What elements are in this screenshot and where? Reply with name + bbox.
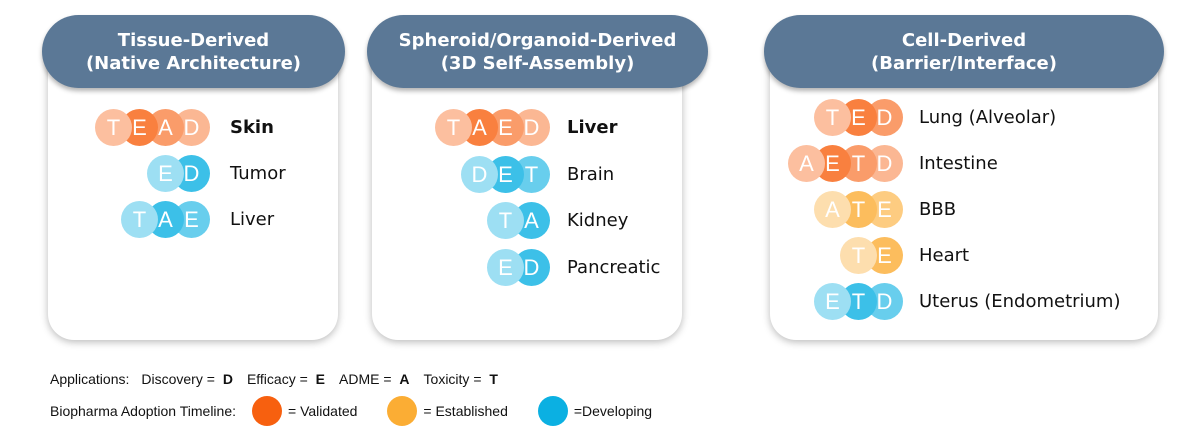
list-item: T A E D Liver	[372, 109, 682, 147]
developing-dot-icon	[537, 396, 568, 426]
app-discovery: Discovery = D	[141, 371, 233, 387]
application-circle: T	[435, 109, 472, 146]
application-circle: D	[461, 155, 498, 193]
application-circle: T	[840, 237, 877, 274]
list-item: T A E Liver	[48, 201, 338, 239]
applications-label: Applications:	[50, 371, 130, 387]
app-efficacy: Efficacy = E	[247, 371, 325, 387]
panel-cell: T E D Lung (Alveolar) A E T D Intestine A T E BBB T E H…	[770, 42, 1158, 340]
application-circle: T	[95, 109, 132, 146]
model-label: Lung (Alveolar)	[919, 107, 1057, 128]
app-name: ADME =	[339, 371, 396, 387]
model-label: Heart	[919, 245, 970, 266]
established-dot-icon	[387, 396, 418, 426]
model-label: BBB	[919, 199, 957, 220]
panel-title-line2: (3D Self-Assembly)	[440, 52, 635, 74]
app-code: T	[489, 371, 498, 387]
app-name: Discovery =	[141, 371, 219, 387]
panel-title-line2: (Native Architecture)	[85, 52, 302, 74]
app-toxicity: Toxicity = T	[424, 371, 498, 387]
timeline-established: = Established	[423, 403, 508, 419]
model-label: Tumor	[230, 163, 286, 184]
model-label: Liver	[230, 209, 275, 230]
application-circle: A	[788, 145, 825, 182]
list-item: D E T Brain	[372, 155, 682, 194]
application-circle: T	[814, 99, 851, 136]
panel-title-line1: Cell-Derived	[901, 29, 1027, 51]
legend-timeline: Biopharma Adoption Timeline: = Validated…	[50, 396, 656, 426]
app-code: D	[222, 371, 233, 387]
model-label: Skin	[230, 117, 274, 138]
application-circle: E	[487, 248, 524, 286]
list-item: T E Heart	[770, 237, 1158, 275]
app-code: E	[315, 371, 325, 387]
list-item: T E A D Skin	[48, 109, 338, 147]
model-label: Liver	[567, 117, 618, 138]
app-name: Toxicity =	[423, 371, 486, 387]
panel-title-line2: (Barrier/Interface)	[871, 52, 1057, 74]
list-item: T E D Lung (Alveolar)	[770, 99, 1158, 137]
panel-tissue-header: Tissue-Derived (Native Architecture)	[42, 15, 345, 88]
list-item: E D Tumor	[48, 155, 338, 193]
application-circle: E	[814, 283, 851, 320]
application-circle: D	[513, 248, 550, 286]
application-circle: E	[147, 155, 184, 192]
app-name: Efficacy =	[246, 371, 312, 387]
model-label: Intestine	[919, 153, 998, 174]
model-label: Uterus (Endometrium)	[919, 291, 1121, 312]
list-item: T A Kidney	[372, 202, 682, 240]
list-item: E D Pancreatic	[372, 248, 682, 287]
application-circle: T	[121, 201, 158, 238]
list-item: A T E BBB	[770, 191, 1158, 229]
app-code: A	[399, 371, 410, 387]
timeline-label: Biopharma Adoption Timeline:	[50, 403, 236, 419]
model-label: Kidney	[567, 210, 629, 231]
panel-title-line1: Spheroid/Organoid-Derived	[398, 29, 677, 51]
list-item: E T D Uterus (Endometrium)	[770, 283, 1158, 321]
validated-dot-icon	[252, 396, 282, 426]
application-circle: A	[814, 191, 851, 228]
timeline-developing: =Developing	[573, 403, 653, 419]
panel-spheroid: T A E D Liver D E T Brain T A Kidney E D Pancreatic	[372, 42, 682, 340]
application-circle: T	[487, 202, 524, 239]
panel-cell-header: Cell-Derived (Barrier/Interface)	[764, 15, 1164, 88]
legend-applications: Applications: Discovery = D Efficacy = E…	[50, 368, 502, 390]
panel-title-line1: Tissue-Derived	[117, 29, 270, 51]
application-circle: D	[513, 109, 550, 146]
app-adme: ADME = A	[339, 371, 410, 387]
model-label: Brain	[567, 163, 615, 185]
list-item: A E T D Intestine	[770, 145, 1158, 183]
panel-spheroid-header: Spheroid/Organoid-Derived (3D Self-Assem…	[367, 15, 708, 88]
timeline-validated: = Validated	[288, 403, 358, 419]
model-label: Pancreatic	[567, 256, 661, 278]
panel-tissue: T E A D Skin E D Tumor T A E Liver	[48, 42, 338, 340]
